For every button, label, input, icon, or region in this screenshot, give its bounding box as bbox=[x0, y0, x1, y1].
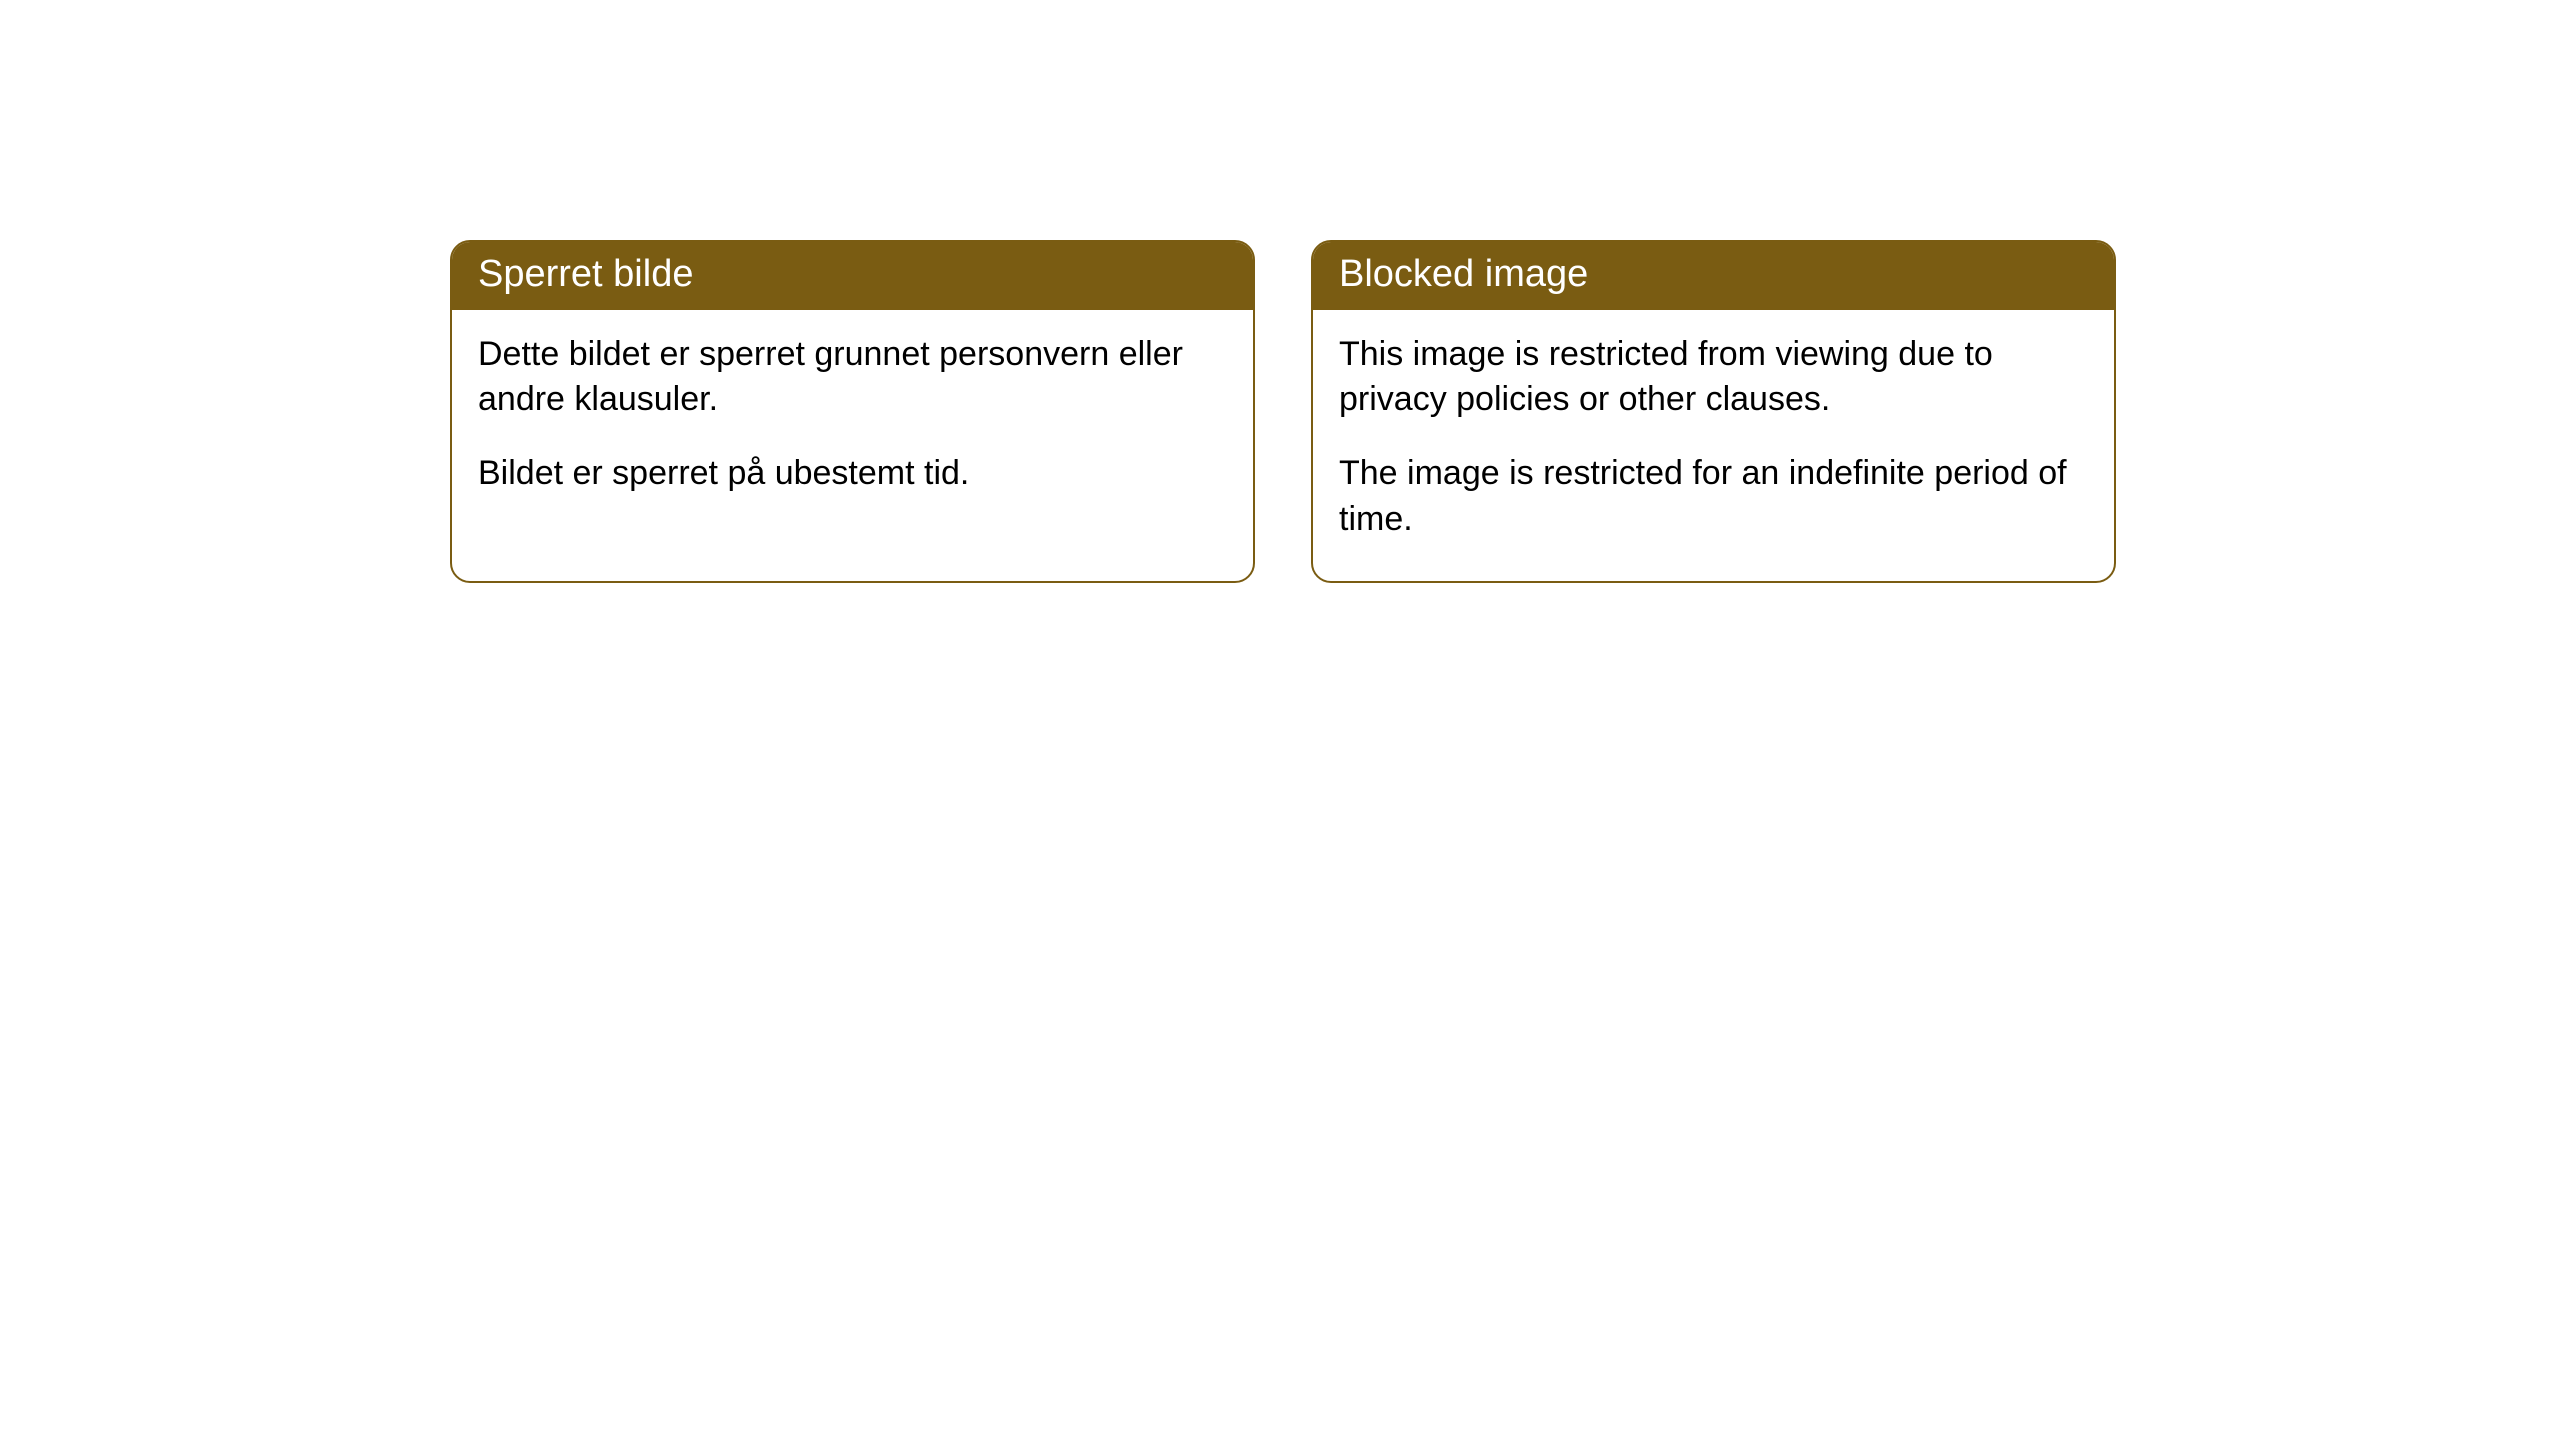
notice-card-english: Blocked image This image is restricted f… bbox=[1311, 240, 2116, 583]
notice-cards-container: Sperret bilde Dette bildet er sperret gr… bbox=[450, 240, 2560, 583]
card-paragraph: This image is restricted from viewing du… bbox=[1339, 332, 2088, 424]
card-title: Sperret bilde bbox=[478, 253, 693, 295]
card-body: Dette bildet er sperret grunnet personve… bbox=[452, 310, 1253, 536]
card-title: Blocked image bbox=[1339, 253, 1588, 295]
card-paragraph: Dette bildet er sperret grunnet personve… bbox=[478, 332, 1227, 424]
card-paragraph: Bildet er sperret på ubestemt tid. bbox=[478, 451, 1227, 497]
notice-card-norwegian: Sperret bilde Dette bildet er sperret gr… bbox=[450, 240, 1255, 583]
card-paragraph: The image is restricted for an indefinit… bbox=[1339, 451, 2088, 543]
card-header: Sperret bilde bbox=[452, 242, 1253, 310]
card-header: Blocked image bbox=[1313, 242, 2114, 310]
card-body: This image is restricted from viewing du… bbox=[1313, 310, 2114, 582]
